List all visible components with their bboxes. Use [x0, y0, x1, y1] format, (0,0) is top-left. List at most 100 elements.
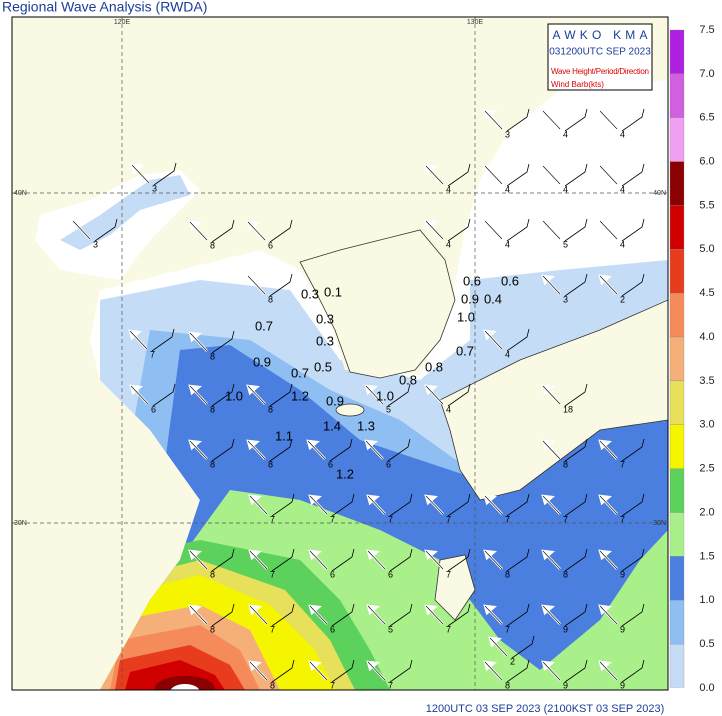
- wave-arrow: [484, 220, 503, 240]
- colorbar-label: 6.0: [699, 156, 714, 168]
- wave-period: 4: [446, 184, 451, 194]
- wind-barb: [211, 548, 235, 572]
- wave-period: 5: [388, 624, 393, 634]
- wind-barb: [387, 438, 411, 462]
- wave-period: 5: [563, 239, 568, 249]
- wave-arrow: [484, 330, 503, 350]
- wave-arrow: [542, 440, 561, 460]
- header-line: 031200UTC SEP 2023: [549, 47, 651, 58]
- wave-arrow: [599, 605, 618, 625]
- wave-period: 7: [270, 624, 275, 634]
- wind-barb: [506, 163, 530, 187]
- wave-arrow: [129, 330, 148, 350]
- wave-arrow: [599, 661, 618, 681]
- colorbar-cell: [669, 29, 685, 75]
- wave-height: 0.7: [456, 343, 474, 358]
- wave-height: 0.5: [314, 359, 332, 374]
- wind-barb: [447, 163, 471, 187]
- wave-arrow: [189, 385, 208, 405]
- wind-barb: [269, 438, 293, 462]
- wave-arrow: [307, 440, 326, 460]
- header-line: Wind Barb(kts): [551, 80, 604, 89]
- colorbar-cell: [669, 600, 685, 645]
- wind-barb: [564, 383, 588, 407]
- wave-arrow: [599, 440, 618, 460]
- colorbar-label: 4.0: [699, 331, 714, 343]
- wave-height: 0.1: [324, 284, 342, 299]
- wave-period: 8: [210, 459, 215, 469]
- colorbar-cell: [669, 468, 685, 513]
- wave-arrow: [367, 605, 386, 625]
- wave-arrow: [484, 110, 503, 130]
- wave-height: 0.4: [484, 291, 502, 306]
- wave-period: 8: [210, 569, 215, 579]
- wave-arrow: [542, 661, 561, 681]
- wave-period: 8: [505, 680, 510, 690]
- wave-period: 6: [330, 569, 335, 579]
- colorbar-label: 3.5: [699, 375, 714, 387]
- colorbar-label: 0.5: [699, 638, 714, 650]
- wind-barb: [621, 659, 645, 683]
- colorbar-label: 3.0: [699, 419, 714, 431]
- wave-arrow: [309, 550, 328, 570]
- wave-period: 8: [563, 569, 568, 579]
- wave-arrow: [131, 164, 150, 184]
- wave-period: 7: [388, 680, 393, 690]
- wind-barb: [151, 328, 175, 352]
- wave-arrow: [365, 385, 384, 405]
- wind-barb: [564, 493, 588, 517]
- wave-height: 0.3: [301, 286, 319, 301]
- wind-barb: [506, 603, 530, 627]
- wave-arrow: [599, 495, 618, 515]
- wave-period: 2: [510, 656, 515, 666]
- wave-period: 6: [268, 240, 273, 250]
- wave-period: 4: [446, 404, 451, 414]
- wave-arrow: [249, 495, 268, 515]
- wave-arrow: [484, 661, 503, 681]
- wave-arrow: [489, 637, 508, 657]
- wind-barb: [447, 383, 471, 407]
- wave-arrow: [189, 440, 208, 460]
- wave-height: 1.2: [336, 466, 354, 481]
- wave-arrow: [249, 605, 268, 625]
- wave-period: 8: [210, 624, 215, 634]
- wind-barb: [564, 548, 588, 572]
- wind-barb: [447, 603, 471, 627]
- wave-arrow: [130, 385, 149, 405]
- lat-label: 40N: [653, 190, 666, 197]
- wind-barb: [506, 548, 530, 572]
- wind-barb: [564, 659, 588, 683]
- wind-barb: [506, 493, 530, 517]
- wind-barb: [331, 548, 355, 572]
- colorbar-cell: [669, 380, 685, 425]
- wind-barb: [621, 493, 645, 517]
- wave-arrow: [484, 495, 503, 515]
- wave-arrow: [365, 440, 384, 460]
- wave-height: 1.1: [275, 428, 293, 443]
- wave-period: 9: [620, 624, 625, 634]
- wind-barb: [211, 603, 235, 627]
- wind-barb: [621, 438, 645, 462]
- colorbar-cell: [669, 161, 685, 206]
- wind-barb: [331, 603, 355, 627]
- wave-period: 8: [505, 569, 510, 579]
- wave-arrow: [599, 550, 618, 570]
- wave-period: 7: [446, 624, 451, 634]
- wave-period: 8: [268, 459, 273, 469]
- wave-arrow: [542, 550, 561, 570]
- wind-barb: [389, 548, 413, 572]
- colorbar-cell: [669, 556, 685, 601]
- wave-height: 1.2: [291, 388, 309, 403]
- wave-arrow: [542, 385, 561, 405]
- wind-barb: [506, 108, 530, 132]
- wave-period: 9: [563, 680, 568, 690]
- wave-arrow: [249, 550, 268, 570]
- wave-period: 4: [620, 239, 625, 249]
- wind-barb: [621, 273, 645, 297]
- wave-arrow: [599, 110, 618, 130]
- lon-label: 120E: [114, 19, 131, 26]
- wave-arrow: [542, 495, 561, 515]
- wave-arrow: [247, 440, 266, 460]
- colorbar-cell: [669, 643, 685, 689]
- wind-barb: [387, 383, 411, 407]
